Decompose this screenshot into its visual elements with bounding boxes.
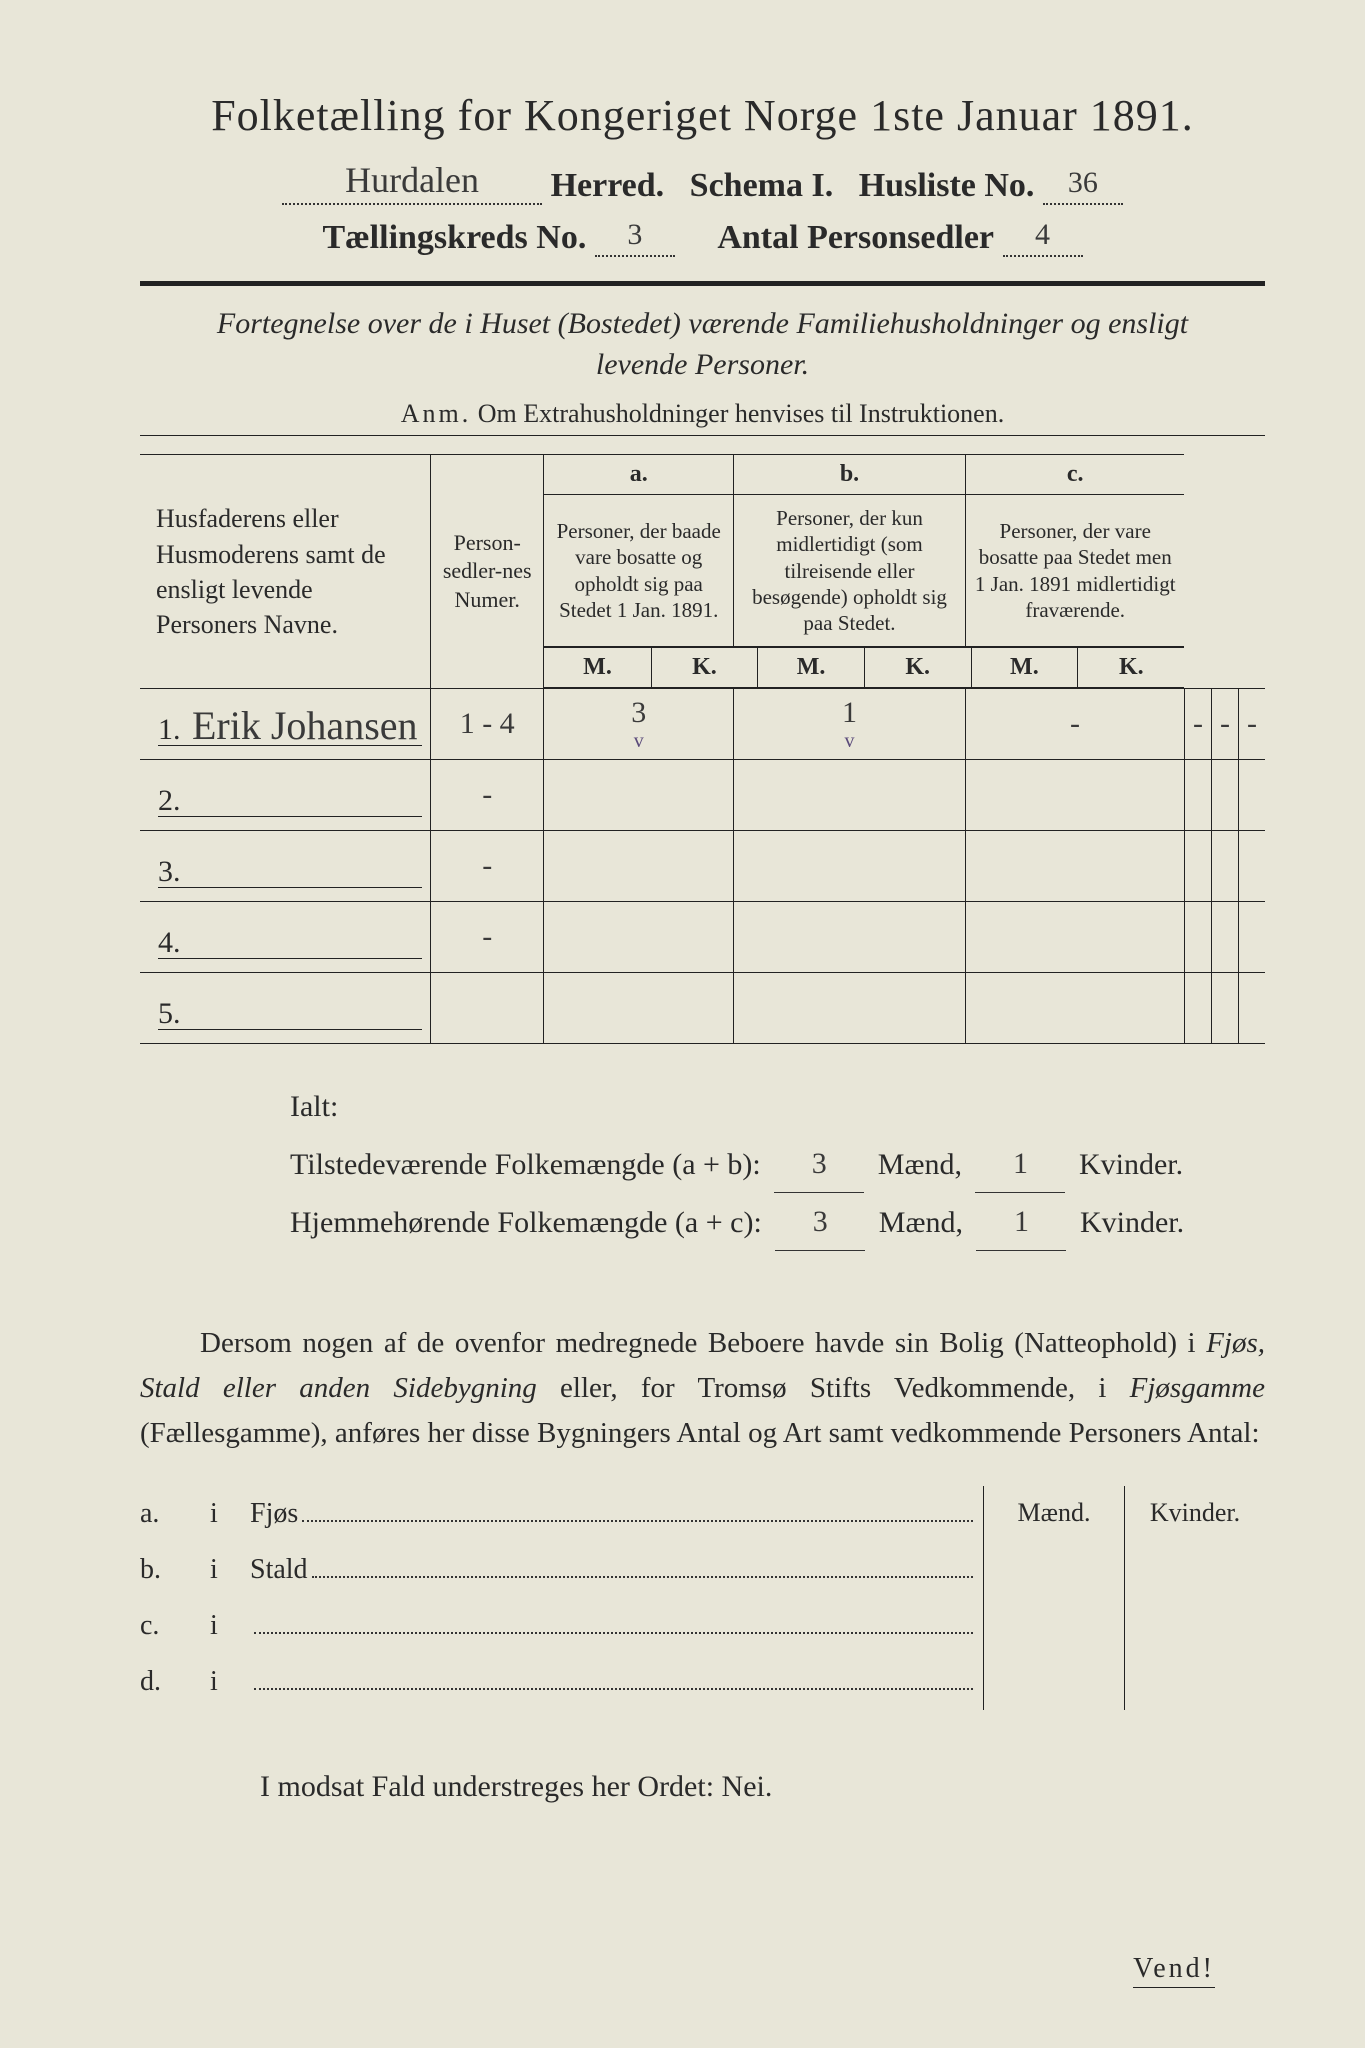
mk-am: M. [544, 648, 651, 688]
col-a-letter: a. [544, 455, 734, 495]
col-c-header: Personer, der vare bosatte paa Stedet me… [965, 495, 1184, 647]
mk-cell [734, 973, 966, 1044]
subtitle: Fortegnelse over de i Huset (Bostedet) v… [180, 304, 1225, 385]
mk-cell [965, 973, 1184, 1044]
ialt-2-kvinder: 1 [1014, 1205, 1029, 1238]
table-row: 2.- [140, 760, 1265, 831]
col-b-letter: b. [734, 455, 966, 495]
col-b-header: Personer, der kun midlertidigt (som tilr… [734, 495, 966, 647]
mk-cell [734, 831, 966, 902]
husliste-no-handwritten: 36 [1068, 166, 1098, 199]
ialt-1-maend: 3 [812, 1147, 827, 1180]
mk-cell [965, 831, 1184, 902]
mk-cell: - [1238, 689, 1265, 760]
census-page: Folketælling for Kongeriget Norge 1ste J… [0, 0, 1365, 2048]
antal-handwritten: 4 [1035, 218, 1050, 251]
vend-label: Vend! [1133, 1953, 1215, 1988]
mk-cell: - [1211, 689, 1238, 760]
rule-thin [140, 435, 1265, 436]
mk-cell [965, 760, 1184, 831]
anm-text: Om Extrahusholdninger henvises til Instr… [478, 399, 1004, 428]
mk-cell [544, 831, 734, 902]
name-cell: 1.Erik Johansen [140, 689, 430, 760]
lower-kvinder-header: Kvinder. [1125, 1486, 1265, 1598]
mk-cell [734, 902, 966, 973]
col-names-header: Husfaderens eller Husmoderens samt de en… [140, 455, 430, 689]
mk-cell [1238, 760, 1265, 831]
table-row: 4.- [140, 902, 1265, 973]
mk-cell [965, 902, 1184, 973]
herred-label: Herred. [551, 167, 665, 204]
antal-label: Antal Personsedler [717, 219, 994, 256]
page-title: Folketælling for Kongeriget Norge 1ste J… [140, 90, 1265, 141]
mk-cell [1211, 760, 1238, 831]
lower-table: a.iFjøsb.iStaldc.id.i Mænd. Kvinder. [140, 1486, 1265, 1710]
mk-cell [1184, 902, 1211, 973]
lower-row: a.iFjøs [140, 1486, 973, 1542]
mk-cell [1211, 902, 1238, 973]
mk-cell [1184, 760, 1211, 831]
header-line-2: Tællingskreds No. 3 Antal Personsedler 4 [140, 215, 1265, 257]
name-cell: 2. [140, 760, 430, 831]
lower-row: b.iStald [140, 1542, 973, 1598]
name-cell: 5. [140, 973, 430, 1044]
header-line-1: Hurdalen Herred. Schema I. Husliste No. … [140, 159, 1265, 205]
personsedler-cell [430, 973, 543, 1044]
name-cell: 3. [140, 831, 430, 902]
mk-cell: - [965, 689, 1184, 760]
mk-cell [1238, 831, 1265, 902]
anm-label: Anm. [401, 399, 472, 428]
kreds-label: Tællingskreds No. [322, 219, 586, 256]
ialt-line-1: Tilstedeværende Folkemængde (a + b): 3 M… [290, 1135, 1265, 1193]
kreds-no-handwritten: 3 [627, 218, 642, 251]
mk-cell [734, 760, 966, 831]
lower-row: d.i [140, 1654, 973, 1710]
ialt-label: Ialt: [290, 1078, 1265, 1135]
col-personsedler-header: Person-sedler-nes Numer. [430, 455, 543, 689]
ialt-block: Ialt: Tilstedeværende Folkemængde (a + b… [290, 1078, 1265, 1251]
ialt-line-2: Hjemmehørende Folkemængde (a + c): 3 Mæn… [290, 1193, 1265, 1251]
mk-cell: 3v [544, 689, 734, 760]
name-cell: 4. [140, 902, 430, 973]
mk-bm: M. [758, 648, 865, 688]
herred-handwritten: Hurdalen [345, 160, 479, 200]
table-row: 1.Erik Johansen1 - 43v1v---- [140, 689, 1265, 760]
col-a-header: Personer, der baade vare bosatte og opho… [544, 495, 734, 647]
anm-line: Anm. Om Extrahusholdninger henvises til … [140, 399, 1265, 429]
husliste-label: Husliste No. [859, 167, 1035, 204]
rule-heavy [140, 281, 1265, 286]
mk-cell: - [1184, 689, 1211, 760]
mk-cm: M. [971, 648, 1078, 688]
col-c-letter: c. [965, 455, 1184, 495]
lower-row: c.i [140, 1598, 973, 1654]
table-row: 3.- [140, 831, 1265, 902]
mk-bk: K. [864, 648, 971, 688]
mk-cell [1211, 831, 1238, 902]
mk-cell [1238, 973, 1265, 1044]
ialt-2-maend: 3 [813, 1205, 828, 1238]
personsedler-cell: - [430, 831, 543, 902]
table-row: 5. [140, 973, 1265, 1044]
mk-cell [544, 902, 734, 973]
mk-cell [544, 973, 734, 1044]
personsedler-cell: 1 - 4 [430, 689, 543, 760]
mk-cell [1211, 973, 1238, 1044]
mk-cell [1184, 831, 1211, 902]
mk-cell [544, 760, 734, 831]
nei-line: I modsat Fald understreges her Ordet: Ne… [260, 1770, 1265, 1804]
lower-maend-header: Mænd. [984, 1486, 1124, 1598]
paragraph: Dersom nogen af de ovenfor medregnede Be… [140, 1321, 1265, 1456]
mk-ak: K. [651, 648, 758, 688]
census-table: Husfaderens eller Husmoderens samt de en… [140, 454, 1265, 1044]
mk-cell [1238, 902, 1265, 973]
mk-cell: 1v [734, 689, 966, 760]
schema-label: Schema I. [690, 167, 834, 204]
personsedler-cell: - [430, 760, 543, 831]
ialt-1-kvinder: 1 [1013, 1147, 1028, 1180]
mk-cell [1184, 973, 1211, 1044]
personsedler-cell: - [430, 902, 543, 973]
mk-ck: K. [1078, 648, 1185, 688]
